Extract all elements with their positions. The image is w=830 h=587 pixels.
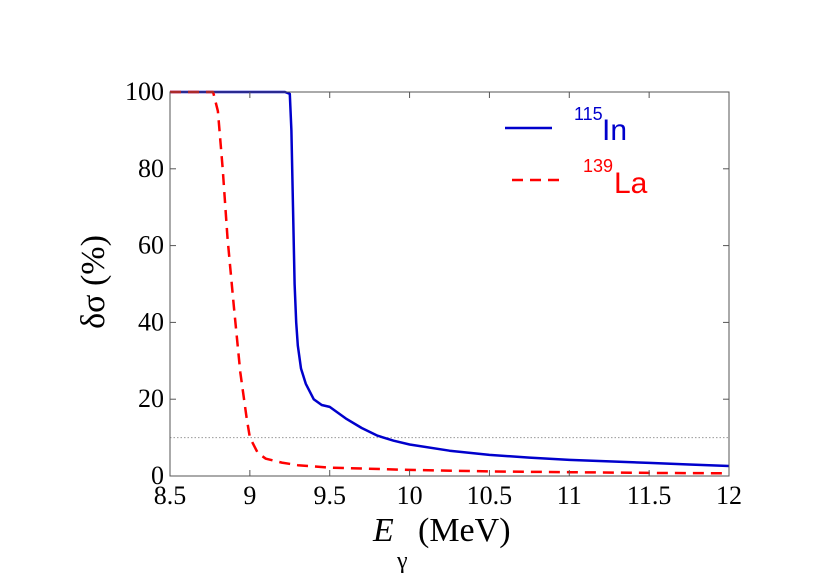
- x-axis-subscript: γ: [396, 548, 408, 574]
- x-tick-label: 10.5: [467, 481, 513, 510]
- x-tick-label: 12: [716, 481, 742, 510]
- y-tick-label: 40: [138, 307, 164, 336]
- y-tick-label: 60: [138, 231, 164, 260]
- x-tick-label: 8.5: [154, 481, 187, 510]
- series-layer: [170, 90, 730, 475]
- legend-label-in: In: [602, 114, 627, 147]
- legend-sup-in: 115: [574, 104, 603, 124]
- series-line-la: [170, 90, 730, 475]
- x-axis-symbol: E: [372, 512, 394, 549]
- plot-frame: [169, 91, 730, 477]
- y-tick-label: 80: [138, 154, 164, 183]
- x-tick-label: 10: [397, 481, 423, 510]
- y-axis-title: δσ (%): [75, 235, 112, 329]
- legend: 115 In 139 La: [505, 104, 648, 200]
- y-tick-label: 0: [151, 461, 164, 490]
- x-tick-label: 9: [243, 481, 256, 510]
- x-axis-title: E γ (MeV): [372, 512, 511, 574]
- x-tick-label: 9.5: [313, 481, 346, 510]
- series-line-in: [170, 90, 730, 468]
- x-tick-label: 11.5: [627, 481, 672, 510]
- y-tick-label: 100: [125, 77, 164, 106]
- tick-layer: 8.5 9 9.5 10 10.5 11 11.5 12 0 20 40 60 80 100: [125, 77, 742, 510]
- legend-sup-la: 139: [583, 156, 613, 176]
- x-tick-label: 11: [557, 481, 582, 510]
- y-tick-label: 20: [138, 384, 164, 413]
- legend-label-la: La: [614, 167, 648, 200]
- x-axis-unit: (MeV): [418, 512, 511, 549]
